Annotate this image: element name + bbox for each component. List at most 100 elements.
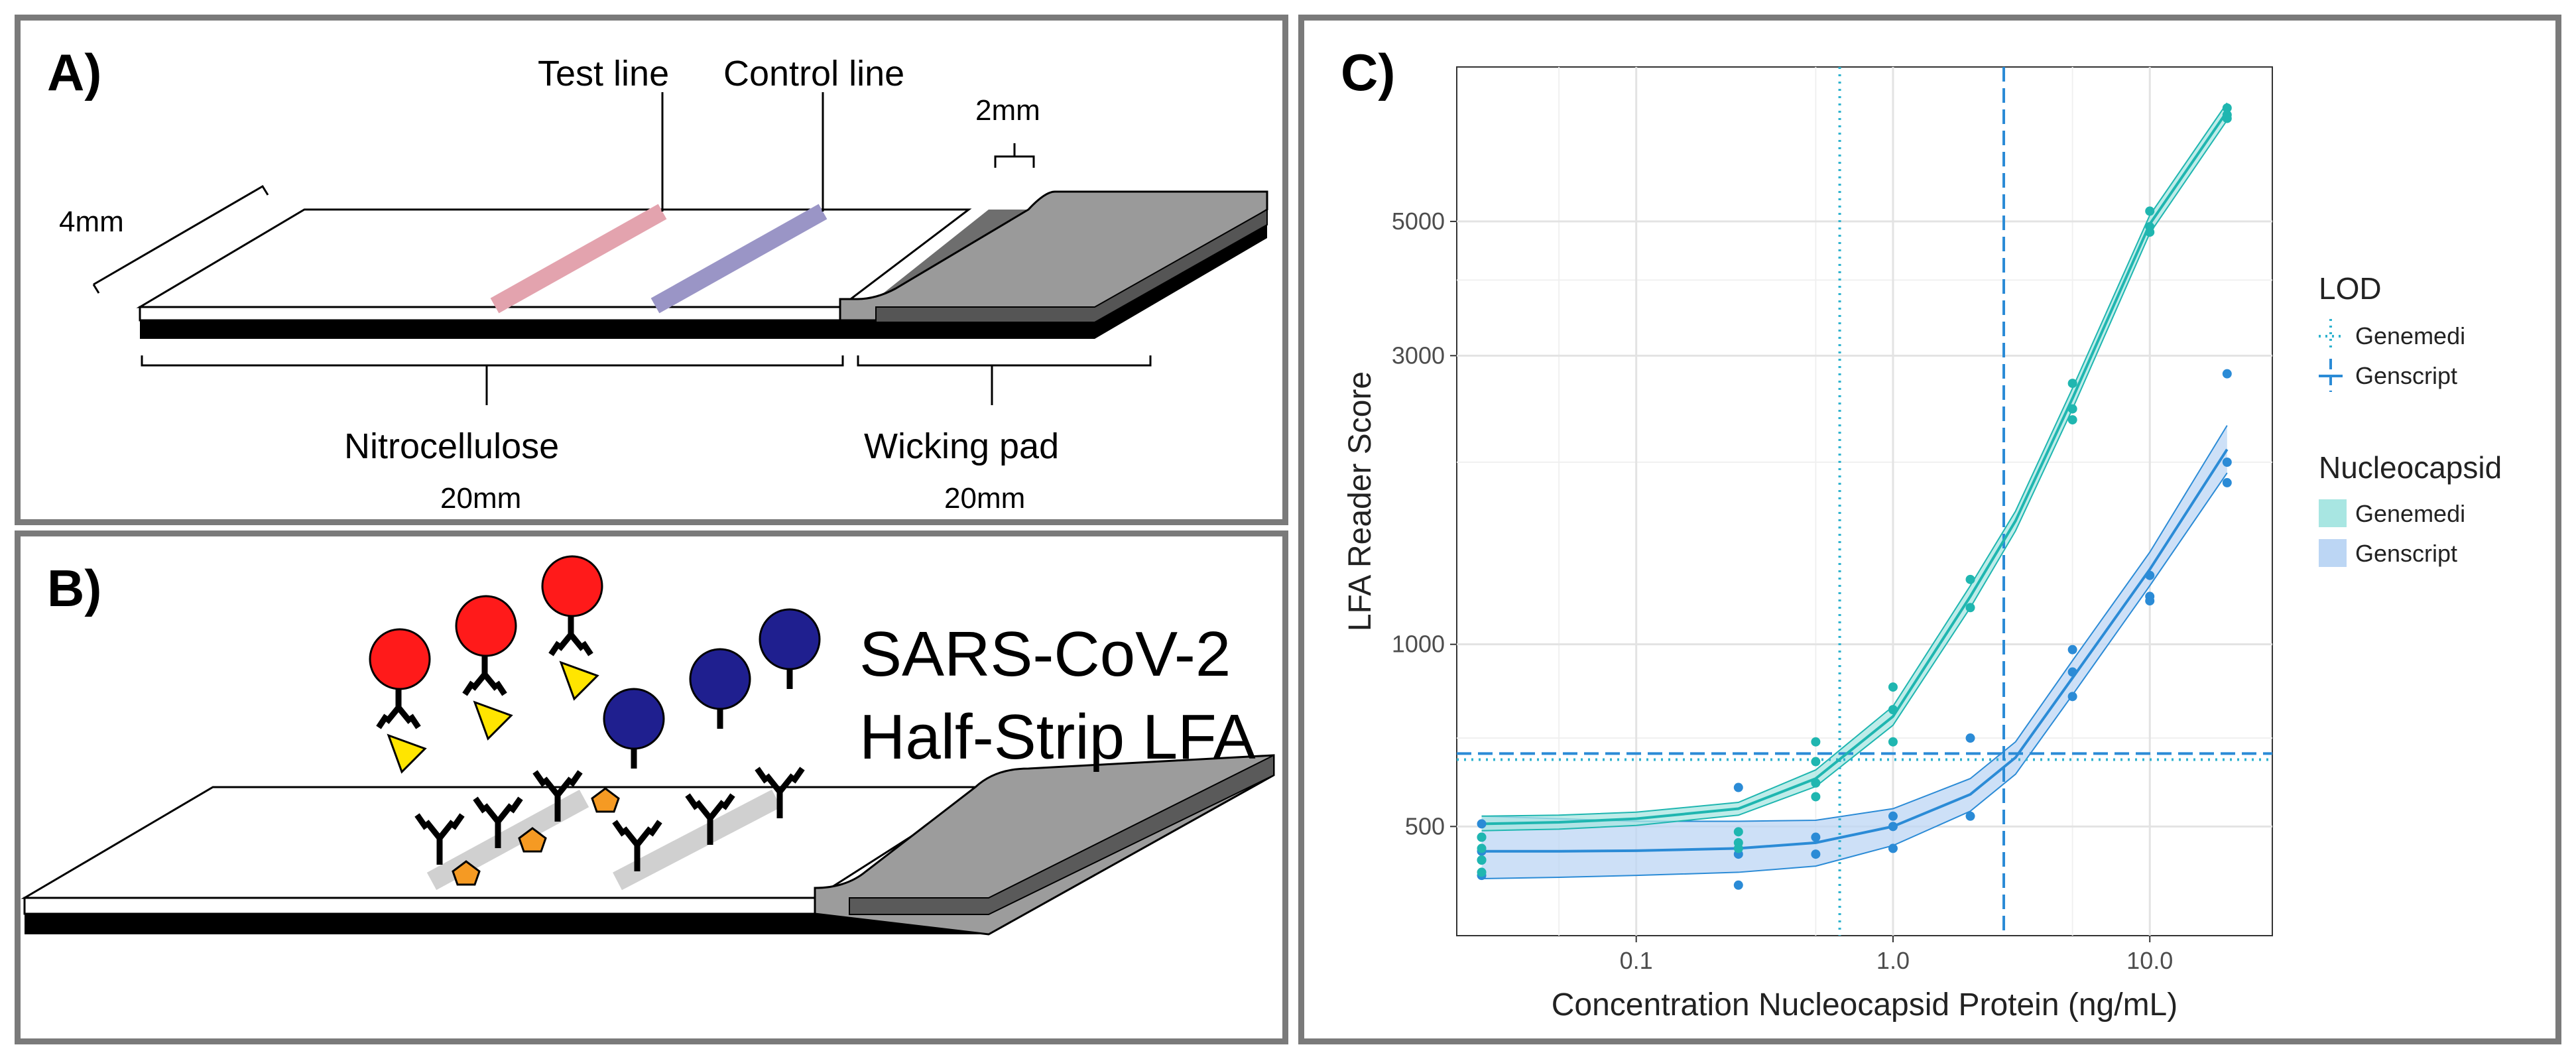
y-tick-label: 3000 [1392, 342, 1445, 369]
strip-backing [140, 320, 1095, 339]
legend-lod-genemedi: Genemedi [2355, 322, 2465, 349]
half-strip-backing [25, 914, 989, 934]
nucleocapsid-antigen [473, 700, 513, 741]
pad-thickness-bracket [994, 155, 1035, 168]
control-line-particles [603, 608, 821, 750]
gold-nanoparticle-blue [689, 648, 751, 710]
data-point-genemedi [1733, 827, 1743, 837]
panel-c: C) 0.1 1.0 10.0 500 1000 3000 5000 Concentrati… [1298, 15, 2561, 1044]
lod-lines [1457, 67, 2272, 936]
data-point-genemedi [1733, 843, 1743, 853]
data-point-genscript [1811, 849, 1821, 859]
nitro-bracket [141, 355, 844, 367]
assay-title-line1: SARS-CoV-2 [859, 619, 1231, 690]
data-point-genscript [2222, 369, 2232, 379]
half-strip-front-edge [23, 897, 816, 915]
data-point-genscript [2222, 477, 2232, 487]
lfa-strip-diagram: A) Test line Control line 4mm 2mm Nitroc… [47, 43, 1268, 515]
control-lane [613, 789, 781, 891]
width-bracket-tick [92, 284, 100, 294]
ci-band-genscript [1481, 425, 2227, 879]
panel-b-label: B) [47, 559, 101, 617]
blocking-agent [518, 827, 547, 853]
test-line-labels [369, 555, 620, 886]
nitro-label: Nitrocellulose [344, 426, 559, 466]
data-point-genemedi [1477, 843, 1487, 853]
data-point-genemedi [1811, 778, 1821, 788]
data-point-genscript [1733, 880, 1743, 890]
nucleocapsid-antigen [387, 733, 427, 774]
y-tick-label: 5000 [1392, 208, 1445, 235]
test-line-stripe [490, 204, 667, 314]
data-point-genemedi [1811, 792, 1821, 802]
strip-front-edge [139, 306, 841, 322]
half-strip-pad-edge [849, 754, 1274, 915]
wick-bracket [857, 355, 1152, 367]
nitro-length: 20mm [440, 482, 521, 515]
assay-title-line2: Half-Strip LFA [859, 702, 1256, 773]
data-point-genemedi [1477, 855, 1487, 865]
data-point-genscript [1965, 811, 1975, 821]
legend-nc-genscript-swatch [2319, 539, 2347, 567]
data-point-genemedi [1965, 603, 1975, 613]
data-point-genemedi [1888, 705, 1898, 715]
wicking-pad-top [839, 190, 1268, 322]
legend-nc-genemedi-swatch [2319, 499, 2347, 527]
legend-lod-title: LOD [2319, 271, 2382, 306]
gold-nanoparticle-red [369, 628, 431, 690]
data-point-genscript [2222, 458, 2232, 467]
y-tick-label: 500 [1405, 812, 1445, 840]
gold-nanoparticle-blue [603, 688, 665, 750]
panel-c-label: C) [1341, 43, 1395, 101]
data-point-genscript [1477, 819, 1487, 829]
data-point-genscript [1733, 782, 1743, 792]
data-point-genscript [2145, 570, 2155, 580]
data-point-genemedi [2145, 206, 2155, 216]
width-label: 4mm [59, 206, 124, 238]
width-bracket [93, 184, 269, 286]
plot-area [1456, 66, 2273, 936]
legend-lod-genscript: Genscript [2355, 362, 2457, 389]
data-point-genemedi [1811, 757, 1821, 767]
data-point-genemedi [2067, 415, 2077, 425]
x-tick-label: 0.1 [1620, 947, 1653, 974]
panel-b: B) [15, 530, 1288, 1044]
data-point-genemedi [1965, 574, 1975, 584]
blocking-agent [452, 860, 481, 886]
data-point-genemedi [1477, 867, 1487, 877]
data-point-genemedi [2222, 113, 2232, 123]
gold-nanoparticle-red [455, 595, 517, 657]
y-tick-label: 1000 [1392, 631, 1445, 658]
test-line-label: Test line [538, 54, 669, 93]
gold-nanoparticle-blue [759, 608, 821, 670]
axis-ticks: 0.1 1.0 10.0 500 1000 3000 5000 [1392, 208, 2173, 974]
x-tick-label: 1.0 [1876, 947, 1910, 974]
panel-a: A) Test line Control line 4mm 2mm Nitroc… [15, 15, 1288, 525]
data-point-genscript [2067, 692, 2077, 702]
data-point-genemedi [2067, 379, 2077, 389]
legend-nc-genemedi: Genemedi [2355, 500, 2465, 527]
x-axis-label: Concentration Nucleocapsid Protein (ng/m… [1552, 987, 2177, 1023]
data-point-genscript [1888, 811, 1898, 821]
legend-nucleocapsid: Nucleocapsid Genemedi Genscript [2319, 450, 2502, 567]
test-line-complexes [376, 609, 593, 865]
data-point-genscript [2067, 645, 2077, 654]
data-point-genemedi [1888, 737, 1898, 747]
data-point-genscript [2067, 667, 2077, 677]
legend-lod: LOD Genemedi Genscript [2319, 271, 2465, 392]
pad-thickness-label: 2mm [975, 94, 1040, 127]
data-point-genscript [2145, 596, 2155, 606]
grid [1457, 67, 2272, 936]
data-point-genemedi [1888, 682, 1898, 692]
ci-lower-genemedi [1481, 119, 2228, 832]
x-tick-label: 10.0 [2126, 947, 2173, 974]
data-point-genemedi [1477, 832, 1487, 842]
legend-nc-title: Nucleocapsid [2319, 450, 2502, 485]
data-point-genemedi [2145, 227, 2155, 237]
lod-chart: C) 0.1 1.0 10.0 500 1000 3000 5000 Concentrati… [1341, 43, 2502, 1023]
fit-line-genemedi [1481, 110, 2229, 826]
half-strip-wicking-pad [814, 754, 1275, 936]
data-point-genscript [1888, 822, 1898, 832]
data-point-genscript [1965, 733, 1975, 743]
data-point-genemedi [2067, 404, 2077, 414]
